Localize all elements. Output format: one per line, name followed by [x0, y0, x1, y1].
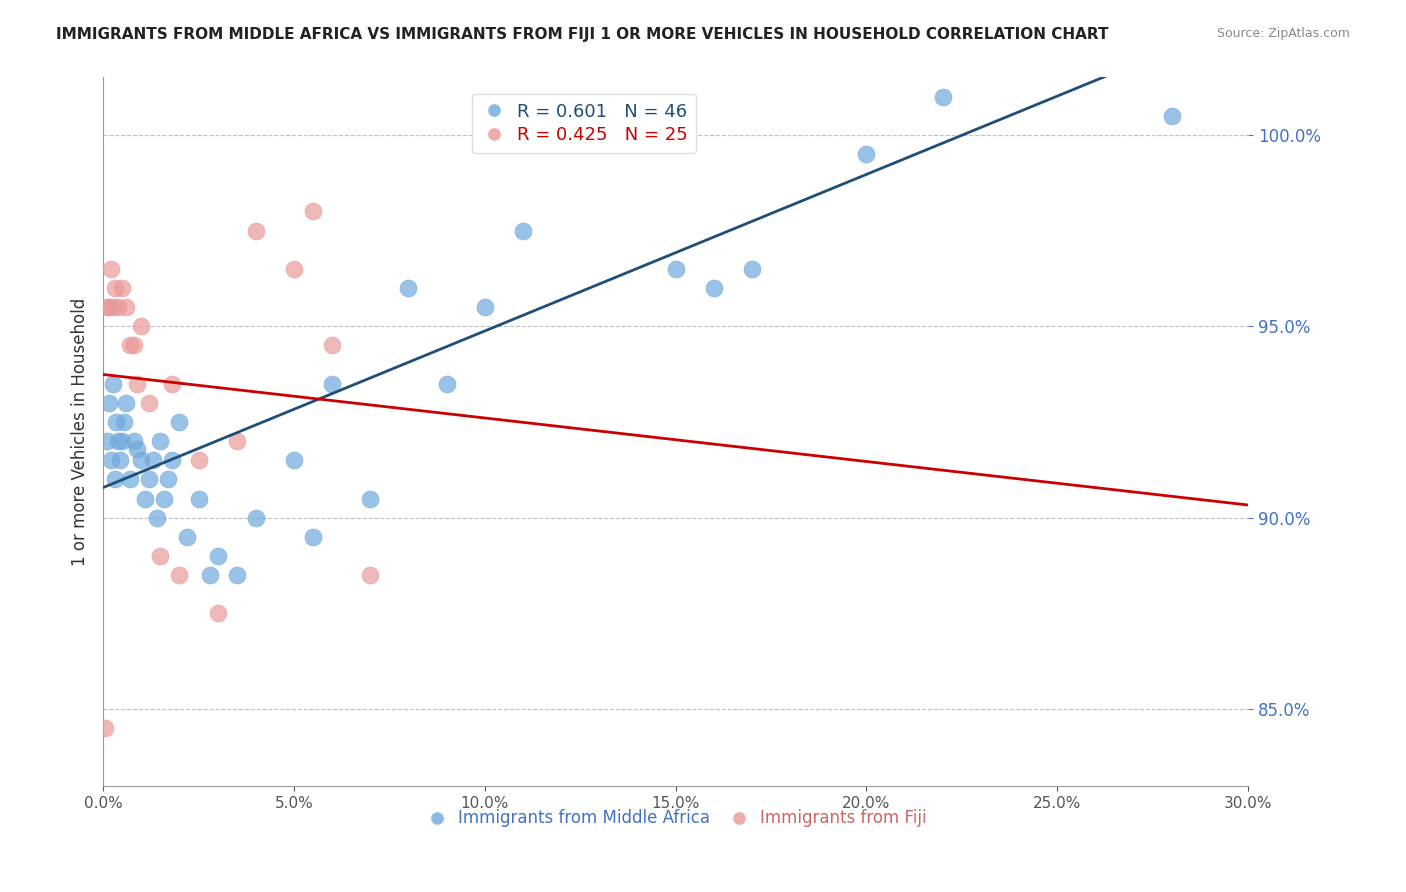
Point — [101, 300, 124, 314]
Point — [101, 376, 124, 391]
Point — [153, 491, 176, 506]
Point — [245, 224, 267, 238]
Point — [474, 300, 496, 314]
Point — [149, 549, 172, 563]
Point — [396, 281, 419, 295]
Point — [145, 510, 167, 524]
Point — [122, 338, 145, 352]
Point — [321, 338, 343, 352]
Point — [111, 434, 134, 449]
Point — [97, 300, 120, 314]
Point — [138, 473, 160, 487]
Point — [96, 434, 118, 449]
Text: IMMIGRANTS FROM MIDDLE AFRICA VS IMMIGRANTS FROM FIJI 1 OR MORE VEHICLES IN HOUS: IMMIGRANTS FROM MIDDLE AFRICA VS IMMIGRA… — [56, 27, 1109, 42]
Point — [96, 300, 118, 314]
Point — [122, 434, 145, 449]
Point — [129, 453, 152, 467]
Point — [302, 204, 325, 219]
Point — [703, 281, 725, 295]
Point — [741, 261, 763, 276]
Point — [169, 568, 191, 582]
Point — [198, 568, 221, 582]
Point — [1160, 109, 1182, 123]
Point — [112, 415, 135, 429]
Point — [359, 491, 381, 506]
Point — [127, 442, 149, 456]
Point — [321, 376, 343, 391]
Point — [134, 491, 156, 506]
Point — [142, 453, 165, 467]
Point — [129, 319, 152, 334]
Point — [245, 510, 267, 524]
Point — [931, 89, 953, 103]
Point — [118, 473, 141, 487]
Point — [110, 453, 132, 467]
Point — [225, 568, 247, 582]
Legend: Immigrants from Middle Africa, Immigrants from Fiji: Immigrants from Middle Africa, Immigrant… — [418, 803, 934, 834]
Point — [169, 415, 191, 429]
Point — [105, 415, 128, 429]
Point — [302, 530, 325, 544]
Point — [115, 300, 138, 314]
Point — [103, 281, 125, 295]
Point — [111, 281, 134, 295]
Point — [207, 549, 229, 563]
Point — [100, 261, 122, 276]
Point — [283, 453, 305, 467]
Point — [225, 434, 247, 449]
Point — [107, 434, 129, 449]
Point — [118, 338, 141, 352]
Point — [115, 396, 138, 410]
Text: Source: ZipAtlas.com: Source: ZipAtlas.com — [1216, 27, 1350, 40]
Point — [207, 607, 229, 621]
Point — [127, 376, 149, 391]
Point — [187, 453, 209, 467]
Point — [107, 300, 129, 314]
Point — [512, 224, 534, 238]
Point — [283, 261, 305, 276]
Y-axis label: 1 or more Vehicles in Household: 1 or more Vehicles in Household — [72, 298, 89, 566]
Point — [176, 530, 198, 544]
Point — [149, 434, 172, 449]
Point — [436, 376, 458, 391]
Point — [156, 473, 179, 487]
Point — [550, 109, 572, 123]
Point — [100, 453, 122, 467]
Point — [588, 109, 610, 123]
Point — [187, 491, 209, 506]
Point — [855, 147, 877, 161]
Point — [97, 396, 120, 410]
Point — [160, 453, 183, 467]
Point — [359, 568, 381, 582]
Point — [103, 473, 125, 487]
Point — [160, 376, 183, 391]
Point — [664, 261, 686, 276]
Point — [94, 722, 117, 736]
Point — [138, 396, 160, 410]
